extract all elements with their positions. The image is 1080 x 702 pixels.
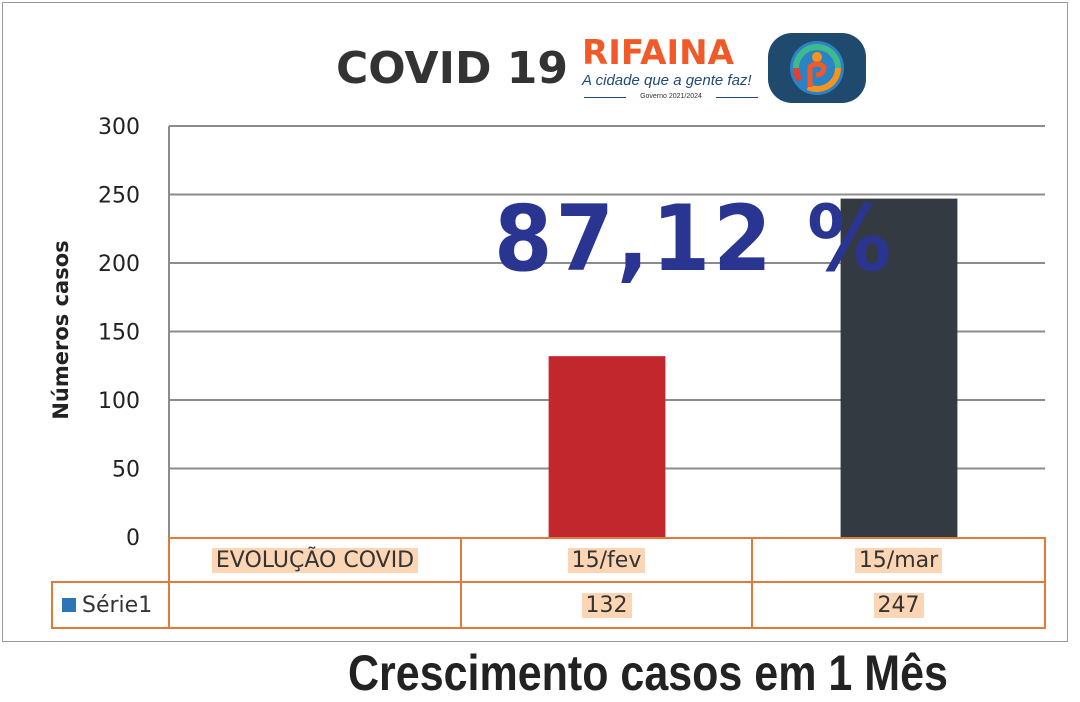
y-tick-label: 150: [98, 321, 140, 346]
legend-cell: Série1: [52, 582, 169, 628]
y-tick-label: 50: [112, 458, 140, 483]
y-axis-label: Números casos: [49, 240, 73, 419]
y-tick-label: 250: [98, 184, 140, 209]
legend-swatch: [62, 598, 76, 612]
y-axis-ticks: 0 50 100 150 200 250 300: [98, 115, 140, 551]
x-tick-label: 15/fev: [567, 547, 646, 573]
table-value-cell: 247: [752, 582, 1045, 628]
bar-chart: 0 50 100 150 200 250 300 Números casos: [49, 115, 1045, 551]
brand-block: RIFAINA A cidade que a gente faz! Govern…: [582, 36, 760, 100]
table-header-cell: 15/mar: [752, 538, 1045, 582]
data-label: 247: [873, 592, 924, 618]
y-tick-label: 0: [126, 526, 140, 551]
table-header-label: EVOLUÇÃO COVID: [211, 547, 419, 573]
bar: [840, 198, 958, 538]
y-tick-label: 300: [98, 115, 140, 140]
brand-government: Governo 2021/2024: [582, 93, 760, 100]
chart-caption: Crescimento casos em 1 Mês: [348, 645, 948, 701]
rifaina-logo-icon: [768, 33, 867, 103]
y-tick-label: 200: [98, 252, 140, 277]
growth-percentage: 87,12 %: [494, 186, 895, 292]
y-tick-label: 100: [98, 389, 140, 414]
table-header-cell: 15/fev: [461, 538, 752, 582]
brand-name: RIFAINA: [582, 33, 734, 73]
bar: [548, 356, 666, 537]
chart-header: COVID 19 RIFAINA A cidade que a gente fa…: [336, 28, 868, 108]
brand-slogan: A cidade que a gente faz!: [582, 72, 752, 89]
data-label: 132: [581, 592, 632, 618]
bars: [548, 198, 958, 538]
chart-title: COVID 19: [336, 42, 569, 94]
x-tick-label: 15/mar: [854, 547, 943, 573]
table-header-cell: EVOLUÇÃO COVID: [169, 538, 461, 582]
legend-label: Série1: [82, 592, 153, 618]
table-value-cell: 132: [461, 582, 752, 628]
